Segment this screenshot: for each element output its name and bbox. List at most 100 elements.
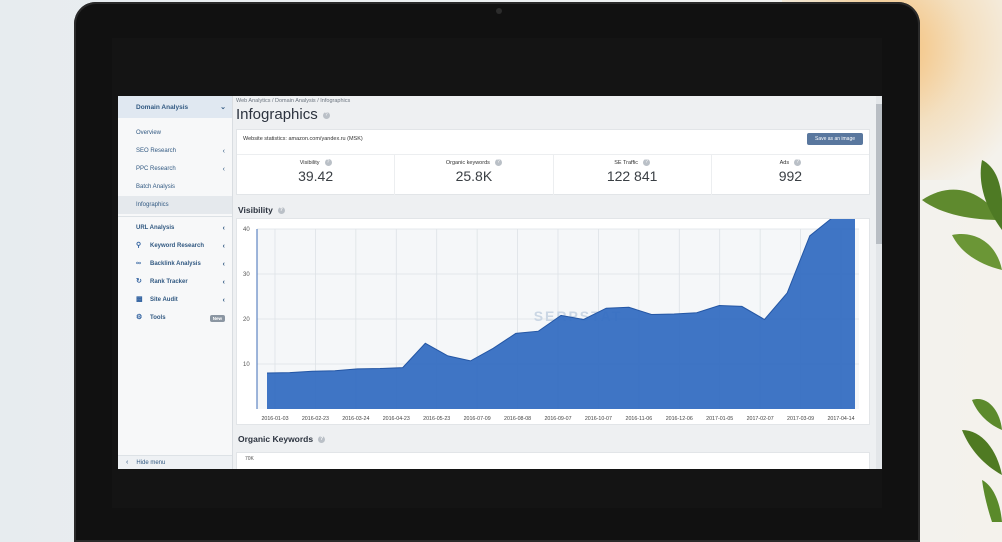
help-icon[interactable]: ? bbox=[324, 159, 332, 166]
help-icon[interactable]: ? bbox=[794, 159, 802, 166]
chevron-down-icon: ⌄ bbox=[220, 104, 226, 111]
sidebar-item-label: Keyword Research bbox=[150, 243, 205, 249]
sidebar-item-batch-analysis[interactable]: Batch Analysis bbox=[118, 178, 232, 196]
sidebar-item-label: Batch Analysis bbox=[136, 184, 176, 190]
sidebar-item-label: Rank Tracker bbox=[150, 279, 188, 285]
visibility-line bbox=[266, 210, 856, 374]
sidebar-item-rank-tracker[interactable]: ↻ Rank Tracker ‹ bbox=[118, 273, 232, 291]
sidebar-item-label: URL Analysis bbox=[136, 225, 175, 231]
hide-menu-label: Hide menu bbox=[136, 459, 166, 466]
chevron-left-icon: ‹ bbox=[222, 278, 225, 286]
visibility-title: Visibility bbox=[238, 205, 273, 215]
x-tick-label: 2016-07-09 bbox=[464, 416, 491, 422]
sidebar-item-ppc-research[interactable]: PPC Research ‹ bbox=[118, 160, 232, 178]
x-tick-label: 2016-09-07 bbox=[544, 416, 571, 422]
stat-label: Ads bbox=[779, 159, 790, 166]
organic-keywords-chart-card: 70K bbox=[236, 452, 870, 469]
sidebar-item-overview[interactable]: Overview bbox=[118, 124, 232, 142]
chain-icon: ∞ bbox=[136, 260, 141, 267]
save-as-image-button[interactable]: Save as an image bbox=[807, 133, 863, 145]
stat-ads: Ads? 992 bbox=[712, 155, 869, 195]
sidebar-item-label: Overview bbox=[136, 130, 162, 136]
breadcrumb[interactable]: Web Analytics / Domain Analysis / Infogr… bbox=[236, 98, 351, 104]
hide-menu-button[interactable]: ‹ Hide menu bbox=[118, 455, 232, 469]
visibility-section-title: Visibility? bbox=[238, 205, 285, 215]
y-tick-label: 30 bbox=[243, 272, 250, 278]
x-tick-label: 2017-02-07 bbox=[747, 416, 774, 422]
x-tick-label: 2017-03-09 bbox=[787, 416, 814, 422]
help-icon[interactable]: ? bbox=[322, 111, 330, 119]
y-tick-label: 20 bbox=[243, 317, 250, 323]
stat-organic-keywords: Organic keywords? 25.8K bbox=[395, 155, 554, 195]
stat-visibility: Visibility? 39.42 bbox=[237, 155, 396, 195]
chevron-left-icon: ‹ bbox=[222, 165, 225, 173]
y-tick-label: 40 bbox=[243, 227, 250, 233]
chevron-left-icon: ‹ bbox=[222, 224, 225, 232]
y-tick-label: 10 bbox=[243, 362, 250, 368]
website-statistics-line: Website statistics: amazon.com/yandex.ru… bbox=[243, 136, 363, 142]
stat-se-traffic: SE Traffic? 122 841 bbox=[554, 155, 712, 195]
webcam bbox=[496, 8, 502, 14]
visibility-area bbox=[267, 211, 855, 409]
chevron-left-icon: ‹ bbox=[222, 296, 225, 304]
help-icon[interactable]: ? bbox=[494, 159, 502, 166]
stats-row: Visibility? 39.42 Organic keywords? 25.8… bbox=[237, 154, 869, 195]
stat-value: 122 841 bbox=[606, 168, 658, 184]
y-tick-label: 70K bbox=[245, 456, 254, 462]
x-tick-label: 2016-04-23 bbox=[383, 416, 410, 422]
visibility-chart: 10 20 30 40 2016-01-03 2016-02-23 2016-03-24 20… bbox=[243, 210, 859, 422]
sidebar-item-tools[interactable]: ⚙ Tools New bbox=[118, 309, 232, 327]
x-tick-label: 2017-01-05 bbox=[706, 416, 733, 422]
help-icon[interactable]: ? bbox=[277, 207, 285, 215]
x-tick-label: 2016-12-06 bbox=[666, 416, 693, 422]
sidebar-divider bbox=[118, 216, 232, 217]
scrollbar[interactable] bbox=[876, 96, 882, 469]
stats-card: Website statistics: amazon.com/yandex.ru… bbox=[236, 129, 870, 195]
stat-label: Visibility bbox=[299, 159, 320, 166]
scrollbar-thumb[interactable] bbox=[876, 104, 882, 244]
main-content: Web Analytics / Domain Analysis / Infogr… bbox=[232, 96, 882, 469]
x-tick-label: 2016-02-23 bbox=[302, 416, 329, 422]
page-title: Infographics bbox=[236, 106, 318, 123]
x-tick-label: 2016-10-07 bbox=[585, 416, 612, 422]
sidebar-item-site-audit[interactable]: ▩ Site Audit ‹ bbox=[118, 291, 232, 309]
x-tick-label: 2016-01-03 bbox=[261, 416, 288, 422]
sidebar-header-domain-analysis[interactable]: Domain Analysis ⌄ bbox=[118, 96, 232, 118]
chevron-left-icon: ‹ bbox=[126, 459, 129, 466]
chevron-left-icon: ‹ bbox=[222, 242, 225, 250]
x-tick-label: 2016-11-06 bbox=[626, 416, 653, 422]
sidebar-item-label: Backlink Analysis bbox=[150, 261, 201, 267]
visibility-chart-card: 10 20 30 40 2016-01-03 2016-02-23 2016-03-24 20… bbox=[236, 210, 870, 425]
sidebar-item-label: Site Audit bbox=[150, 297, 178, 303]
sidebar: Domain Analysis ⌄ Overview SEO Research … bbox=[118, 96, 233, 469]
help-icon[interactable]: ? bbox=[643, 159, 650, 166]
app-screen: Domain Analysis ⌄ Overview SEO Research … bbox=[118, 96, 882, 469]
sidebar-header-label: Domain Analysis bbox=[136, 103, 189, 111]
sidebar-item-label: PPC Research bbox=[136, 166, 176, 172]
x-tick-label: 2016-08-08 bbox=[504, 416, 531, 422]
chevron-left-icon: ‹ bbox=[222, 260, 225, 268]
sidebar-item-infographics[interactable]: Infographics bbox=[118, 196, 232, 214]
sidebar-item-backlink-analysis[interactable]: ∞ Backlink Analysis ‹ bbox=[118, 255, 232, 273]
stat-value: 992 bbox=[778, 168, 803, 184]
sidebar-item-seo-research[interactable]: SEO Research ‹ bbox=[118, 142, 232, 160]
organic-keywords-section-title: Organic Keywords? bbox=[238, 434, 326, 444]
gear-icon: ⚙ bbox=[136, 314, 143, 321]
key-icon: ⚲ bbox=[136, 242, 142, 249]
organic-keywords-title: Organic Keywords bbox=[238, 434, 314, 444]
stat-value: 25.8K bbox=[455, 168, 493, 184]
sidebar-item-keyword-research[interactable]: ⚲ Keyword Research ‹ bbox=[118, 237, 232, 255]
x-tick-label: 2016-05-23 bbox=[423, 416, 450, 422]
stat-label: SE Traffic bbox=[614, 159, 638, 166]
sidebar-item-label: SEO Research bbox=[136, 148, 177, 154]
stat-value: 39.42 bbox=[298, 168, 334, 184]
help-icon[interactable]: ? bbox=[318, 436, 326, 444]
sitemap-icon: ▩ bbox=[136, 296, 143, 303]
chevron-left-icon: ‹ bbox=[222, 147, 225, 155]
new-badge: New bbox=[209, 314, 225, 322]
sidebar-item-label: Infographics bbox=[136, 202, 169, 208]
stat-label: Organic keywords bbox=[445, 159, 490, 166]
refresh-icon: ↻ bbox=[136, 278, 142, 285]
x-tick-label: 2016-03-24 bbox=[342, 416, 369, 422]
sidebar-item-url-analysis[interactable]: URL Analysis ‹ bbox=[118, 219, 232, 237]
